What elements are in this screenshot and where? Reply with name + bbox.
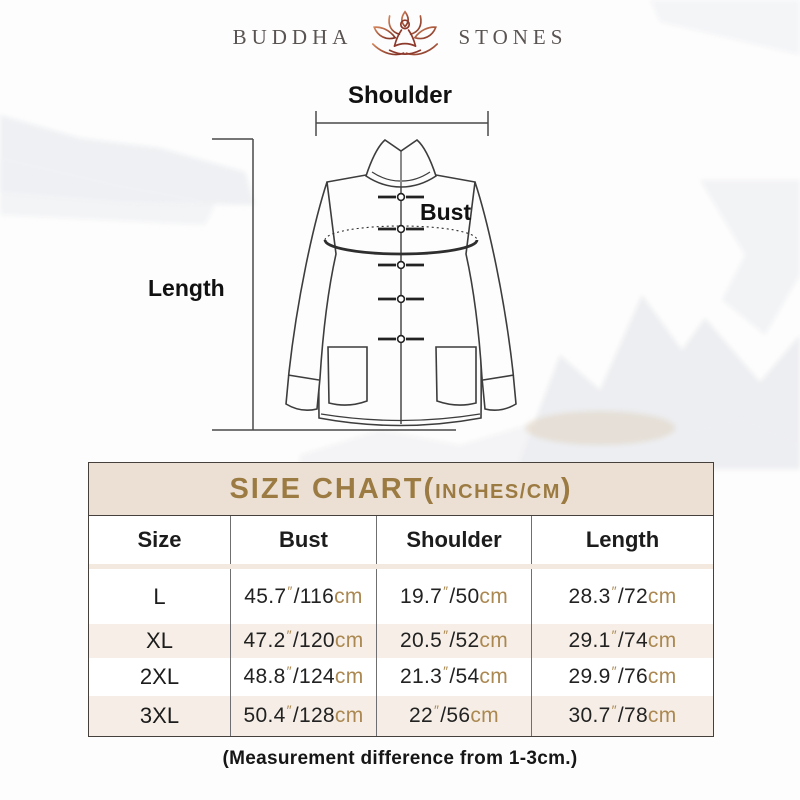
tang-jacket [285, 138, 517, 427]
column-header-bust: Bust [231, 516, 377, 564]
bust-cell: 50.4 ″/128 cm [231, 696, 377, 736]
size-chart-table: SIZE CHART( INCHES/CM ) Size Bust Should… [88, 462, 714, 737]
table-row: 2XL 48.8 ″/124 cm 21.3 ″/54 cm 29.9 ″/76 cm [89, 658, 713, 696]
lotus-icon [372, 10, 439, 56]
column-header-size: Size [89, 516, 231, 564]
size-cell: XL [89, 624, 231, 658]
size-chart-title: SIZE CHART( INCHES/CM ) [89, 463, 713, 516]
bust-cell: 47.2 ″/120 cm [231, 624, 377, 658]
size-rows: L 45.7 ″/116 cm 19.7 ″/50 cm 28.3 ″/72 cm XL 47.2 ″ /… [89, 569, 713, 736]
measurement-note: (Measurement difference from 1-3cm.) [222, 748, 578, 769]
size-cell: 3XL [89, 696, 231, 736]
frog-buttons [378, 192, 424, 344]
shoulder-label: Shoulder [347, 82, 452, 109]
bust-cell: 48.8 ″/124 cm [231, 658, 377, 696]
table-row: 3XL 50.4 ″/128 cm 22 ″/56 cm 30.7 ″/78 cm [89, 696, 713, 736]
shoulder-cell: 21.3 ″/54 cm [377, 658, 532, 696]
bust-ellipse [323, 225, 479, 256]
title-close: ) [560, 473, 573, 505]
shoulder-cell: 20.5 ″/52 cm [377, 624, 532, 658]
table-row: L 45.7 ″/116 cm 19.7 ″/50 cm 28.3 ″/72 cm [89, 569, 713, 624]
bust-label: Bust [420, 199, 472, 225]
shoulder-cell: 19.7 ″/50 cm [377, 569, 532, 624]
title-main: SIZE CHART( [229, 473, 436, 505]
length-cell: 29.1 ″/74 cm [568, 627, 677, 652]
jacket-drawing [212, 111, 517, 431]
length-cell: 29.9 ″/76 cm [568, 663, 677, 688]
brand-logo: BUDDHA [0, 6, 800, 68]
table-row: XL 47.2 ″/120 cm 20.5 ″/52 cm 29.1 ″/74 cm [89, 624, 713, 658]
brand-name-right: STONES [458, 24, 568, 49]
size-cell: L [89, 569, 231, 624]
column-header-row: Size Bust Shoulder Length [89, 516, 713, 569]
length-cell: 30.7 ″/78 cm [568, 702, 677, 727]
shoulder-cell: 22 ″/56 cm [377, 696, 532, 736]
measure-lines [212, 111, 489, 431]
column-header-shoulder: Shoulder [377, 516, 532, 564]
length-label: Length [148, 275, 225, 301]
length-cell: 28.3 ″/72 cm [568, 582, 677, 608]
brand-name-left: BUDDHA [232, 24, 353, 49]
title-units: INCHES/CM [435, 481, 561, 503]
bust-cell: 45.7 ″/116 cm [231, 569, 377, 624]
column-header-length: Length [585, 527, 660, 552]
size-cell: 2XL [89, 658, 231, 696]
